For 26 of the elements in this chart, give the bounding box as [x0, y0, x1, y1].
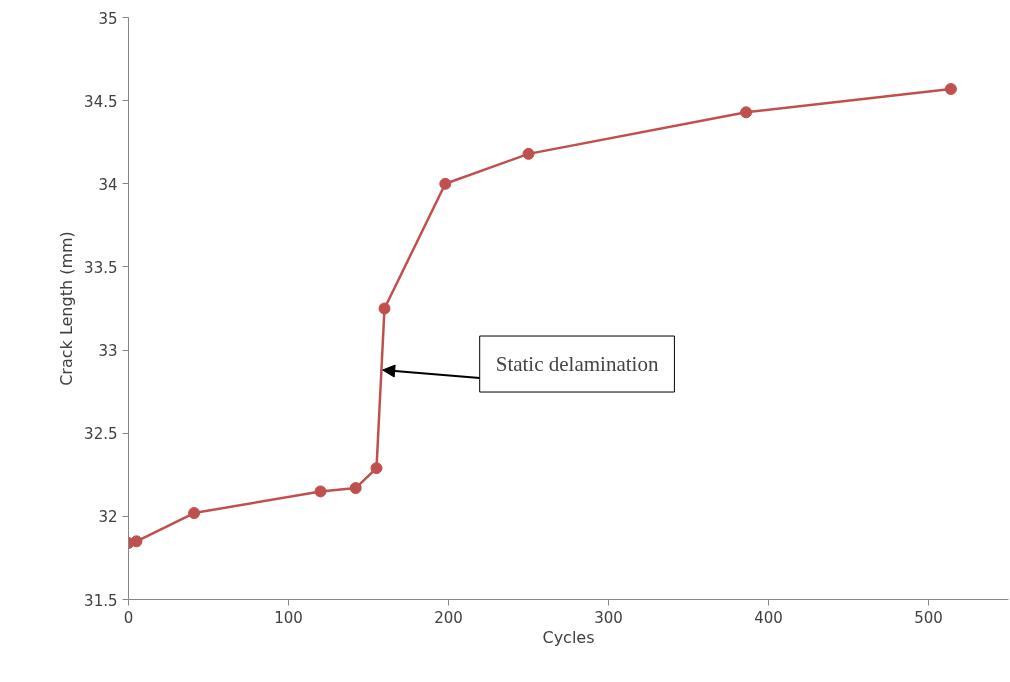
point [370, 462, 383, 475]
y-tick-label: 34.5 [84, 92, 118, 111]
x-tick-label: 400 [754, 608, 783, 627]
x-tick-label: 0 [123, 608, 134, 627]
y-tick-label: 33.5 [84, 258, 118, 277]
x-axis-title: Cycles [542, 627, 595, 647]
y-tick-label: 33 [98, 342, 118, 361]
annotation: Static delamination [495, 352, 659, 377]
point [740, 106, 753, 119]
point [944, 83, 957, 95]
x-tick-label: 200 [434, 608, 463, 627]
point [439, 177, 452, 190]
point [349, 482, 362, 495]
point [188, 507, 201, 520]
y-tick-label: 32.5 [84, 425, 118, 444]
x-tick-label: 500 [914, 608, 943, 627]
point [378, 302, 391, 315]
y-axis-title: Crack Length (mm) [57, 231, 77, 386]
y-tick-label: 35 [98, 9, 118, 28]
point [522, 147, 535, 160]
point [314, 485, 327, 498]
y-tick-label: 32 [98, 508, 118, 527]
y-tick-label: 31.5 [84, 591, 118, 610]
y-tick-label: 34 [98, 175, 118, 194]
x-tick-label: 300 [594, 608, 623, 627]
x-tick-label: 100 [274, 608, 303, 627]
